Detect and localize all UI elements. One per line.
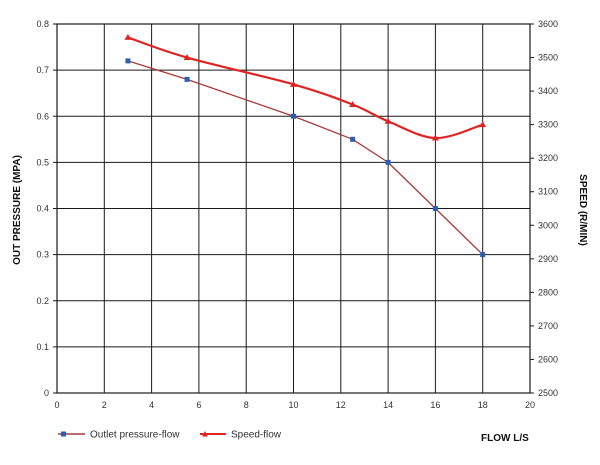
- left-y-tick-label: 0.6: [36, 111, 49, 121]
- data-point-speed: [290, 80, 297, 87]
- left-y-tick-label: 0.7: [36, 65, 49, 75]
- right-y-tick-label: 3000: [538, 220, 558, 230]
- left-y-tick-label: 0.2: [36, 296, 49, 306]
- series-line-speed: [127, 36, 484, 140]
- left-y-tick-label: 0.4: [36, 204, 49, 214]
- left-y-tick-label: 0.3: [36, 250, 49, 260]
- x-tick-label: 14: [383, 400, 393, 410]
- x-tick-label: 4: [149, 400, 154, 410]
- legend: Outlet pressure-flow Speed-flow: [58, 430, 282, 441]
- legend-marker-triangle-icon: [202, 431, 208, 437]
- right-y-tick-labels: 2500 2600 2700 2800 2900 3000 3100 3200 3300 3400…: [538, 19, 558, 398]
- x-tick-labels: 0 2 4 6 8 10 12 14 16 18 20: [54, 400, 535, 410]
- data-point-speed: [431, 134, 439, 141]
- series-line-outlet-pressure: [127, 60, 484, 256]
- axes: [53, 23, 534, 394]
- data-point-speed: [479, 121, 487, 128]
- left-y-tick-label: 0.8: [36, 19, 49, 29]
- right-y-tick-label: 2700: [538, 321, 558, 331]
- data-point-outlet-pressure: [291, 113, 296, 119]
- right-y-tick-label: 3600: [538, 19, 558, 29]
- x-tick-label: 16: [430, 400, 440, 410]
- legend-marker-square-icon: [61, 431, 66, 437]
- data-point-outlet-pressure: [125, 58, 131, 64]
- left-y-tick-label: 0.1: [36, 342, 49, 352]
- right-y-tick-label: 3300: [538, 120, 558, 130]
- left-y-tick-label: 0.5: [36, 157, 49, 167]
- legend-item-outlet-pressure: Outlet pressure-flow: [58, 430, 180, 441]
- data-point-outlet-pressure: [350, 136, 356, 142]
- right-y-tick-label: 2800: [538, 287, 558, 297]
- legend-item-speed: Speed-flow: [200, 430, 282, 441]
- right-y-tick-label: 3400: [538, 86, 558, 96]
- legend-label-speed: Speed-flow: [231, 430, 282, 441]
- x-tick-label: 12: [336, 400, 346, 410]
- series-layer: [124, 33, 487, 258]
- right-y-tick-label: 3200: [538, 153, 558, 163]
- data-point-outlet-pressure: [385, 159, 391, 165]
- x-tick-label: 18: [478, 400, 488, 410]
- y-right-axis-title: SPEED (R/MIN): [577, 174, 588, 246]
- data-point-outlet-pressure: [480, 252, 486, 258]
- plot-frame: [56, 23, 531, 394]
- right-y-tick-label: 3100: [538, 187, 558, 197]
- grid-lines: [57, 24, 530, 393]
- left-y-tick-label: 0: [44, 388, 49, 398]
- x-tick-label: 6: [196, 400, 201, 410]
- x-axis-title: FLOW L/S: [481, 433, 529, 444]
- right-y-tick-label: 2600: [538, 354, 558, 364]
- right-y-tick-label: 2900: [538, 254, 558, 264]
- y-left-axis-title: OUT PRESSURE (MPA): [12, 155, 23, 265]
- series-speed: [124, 33, 487, 141]
- data-point-speed: [349, 101, 357, 108]
- data-point-outlet-pressure: [432, 206, 438, 211]
- x-tick-label: 2: [102, 400, 107, 410]
- x-tick-label: 8: [244, 400, 249, 410]
- x-tick-label: 10: [288, 400, 298, 410]
- right-y-tick-label: 2500: [538, 388, 558, 398]
- right-y-tick-label: 3500: [538, 53, 558, 63]
- legend-label-outlet-pressure: Outlet pressure-flow: [90, 430, 180, 441]
- x-tick-label: 20: [525, 400, 535, 410]
- data-point-speed: [124, 33, 132, 40]
- data-point-speed: [384, 117, 392, 124]
- x-tick-label: 0: [54, 400, 59, 410]
- series-outlet-pressure: [125, 58, 486, 258]
- data-point-speed: [183, 54, 191, 61]
- left-y-tick-labels: 0 0.1 0.2 0.3 0.4 0.5 0.6 0.7 0.8: [36, 19, 49, 398]
- data-point-outlet-pressure: [184, 76, 190, 82]
